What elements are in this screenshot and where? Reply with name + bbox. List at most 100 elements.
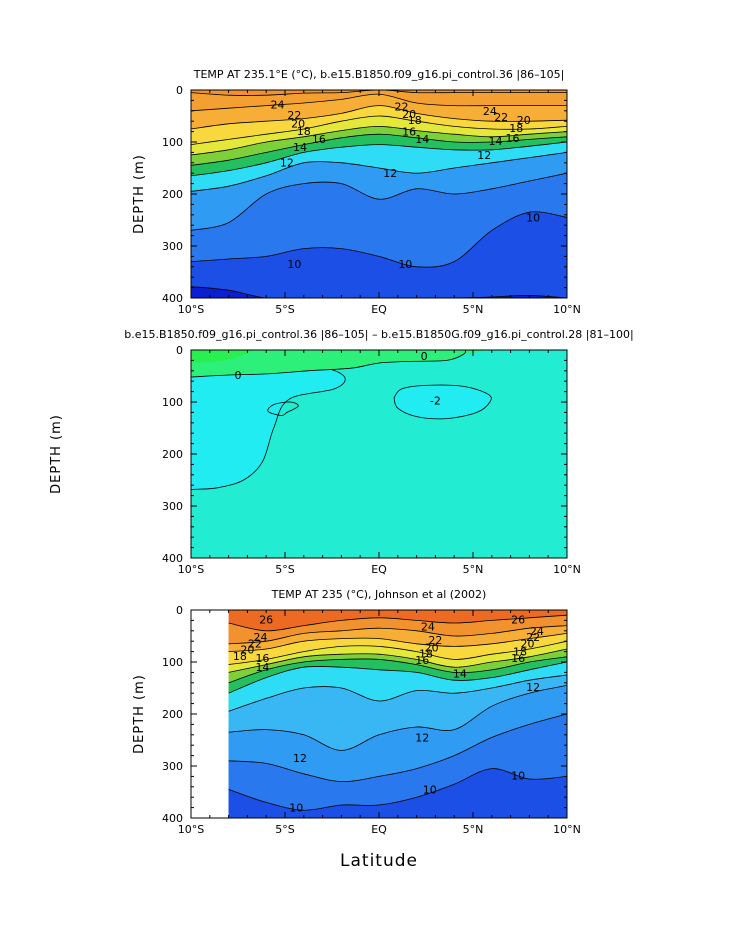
- contour-label: 16: [402, 126, 416, 139]
- x-tick-label: 10°S: [178, 823, 204, 836]
- contour-label: 16: [255, 652, 269, 665]
- y-tick-label: 0: [176, 604, 183, 617]
- contour-label: 10: [287, 258, 301, 271]
- contour-label: 18: [509, 122, 523, 135]
- contour-label: 12: [526, 681, 540, 694]
- contour-label: 16: [312, 133, 326, 146]
- isotherm-26: [228, 614, 567, 632]
- x-tick-label: 10°S: [178, 303, 204, 316]
- y-tick-label: 400: [162, 552, 183, 565]
- panel2-title: b.e15.B1850.f09_g16.pi_control.36 |86–10…: [124, 328, 633, 341]
- contour-label: 16: [511, 652, 525, 665]
- contour-label: 14: [415, 133, 429, 146]
- contour-label: 12: [477, 149, 491, 162]
- y-tick-label: 100: [162, 656, 183, 669]
- y-tick-label: 300: [162, 500, 183, 513]
- contour-label: 10: [289, 802, 303, 815]
- isotherm-20: [228, 640, 567, 665]
- isotherm-13: [228, 674, 567, 712]
- difference-zero-contour: [191, 350, 466, 378]
- x-tick-label: 10°N: [553, 303, 581, 316]
- contour-label: 10: [398, 258, 412, 271]
- y-tick-label: 200: [162, 188, 183, 201]
- panel2-contour-field: 0 0 -2: [191, 350, 567, 558]
- contour-label: 26: [511, 613, 525, 626]
- isotherm-22: [228, 633, 567, 652]
- contour-label: 20: [517, 114, 531, 127]
- y-tick-label: 100: [162, 396, 183, 409]
- y-tick-label: 400: [162, 812, 183, 825]
- contour-label: 0: [235, 369, 242, 382]
- difference-negative-north: [393, 384, 492, 420]
- contour-label: 12: [293, 752, 307, 765]
- contour-label: 24: [421, 621, 435, 634]
- contour-label: 22: [395, 101, 409, 114]
- contour-label: 14: [255, 661, 269, 674]
- isotherm-11: [228, 713, 567, 783]
- contour-label: 16: [505, 132, 519, 145]
- contour-label: 24: [254, 631, 268, 644]
- y-tick-label: 200: [162, 708, 183, 721]
- isotherm-24: [228, 625, 567, 645]
- contour-label: 24: [483, 105, 497, 118]
- x-tick-label: EQ: [371, 303, 387, 316]
- difference-inner-contour-south: [267, 401, 299, 416]
- contour-label: 14: [453, 667, 467, 680]
- contour-label: 16: [415, 654, 429, 667]
- contour-label: 20: [291, 117, 305, 130]
- isotherm-18: [191, 125, 567, 156]
- contour-label: 22: [248, 637, 262, 650]
- contour-label: 24: [270, 99, 284, 112]
- x-tick-label: 5°N: [463, 563, 484, 576]
- difference-positive-surface: [191, 350, 486, 377]
- isotherm-16: [228, 656, 567, 684]
- contour-label: -2: [430, 394, 441, 407]
- y-tick-label: 0: [176, 344, 183, 357]
- contour-label: 12: [280, 156, 294, 169]
- y-tick-label: 100: [162, 136, 183, 149]
- contour-label: 12: [415, 731, 429, 744]
- panel3-title: TEMP AT 235 (°C), Johnson et al (2002): [271, 588, 487, 601]
- y-tick-label: 300: [162, 240, 183, 253]
- contour-label: 20: [521, 637, 535, 650]
- x-tick-label: 10°S: [178, 563, 204, 576]
- x-tick-label: 5°N: [463, 303, 484, 316]
- isotherm-14: [228, 661, 567, 694]
- panel2-ylabel: DEPTH (m): [49, 414, 64, 494]
- contour-label: 18: [408, 114, 422, 127]
- contour-label: 22: [526, 631, 540, 644]
- y-tick-label: 300: [162, 760, 183, 773]
- isotherm-20: [191, 115, 567, 145]
- y-tick-label: 0: [176, 84, 183, 97]
- contour-label: 24: [530, 625, 544, 638]
- contour-label: 12: [383, 167, 397, 180]
- contour-label: 20: [240, 644, 254, 657]
- y-tick-label: 400: [162, 292, 183, 305]
- x-tick-label: EQ: [371, 823, 387, 836]
- isotherm-16: [191, 133, 567, 166]
- contour-label: 10: [511, 769, 525, 782]
- isotherm-22: [191, 105, 567, 130]
- contour-label: 14: [293, 141, 307, 154]
- temperature-band-10: [228, 768, 567, 818]
- panel1-ylabel: DEPTH (m): [132, 154, 147, 234]
- figure-xlabel: Latitude: [340, 851, 418, 871]
- contour-label: 22: [428, 634, 442, 647]
- isotherm-9: [191, 286, 567, 298]
- contour-label: 20: [402, 108, 416, 121]
- contour-label: 18: [419, 648, 433, 661]
- isotherm-10: [191, 211, 567, 268]
- contour-label: 0: [421, 350, 428, 363]
- isotherm-25: [191, 90, 567, 96]
- contour-label: 18: [513, 646, 527, 659]
- isotherm-11: [191, 172, 567, 231]
- x-tick-label: EQ: [371, 563, 387, 576]
- panel1-title: TEMP AT 235.1°E (°C), b.e15.B1850.f09_g1…: [193, 68, 565, 81]
- isotherm-12: [191, 152, 567, 192]
- contour-label: 10: [423, 783, 437, 796]
- contour-label: 18: [297, 125, 311, 138]
- x-tick-label: 10°N: [553, 823, 581, 836]
